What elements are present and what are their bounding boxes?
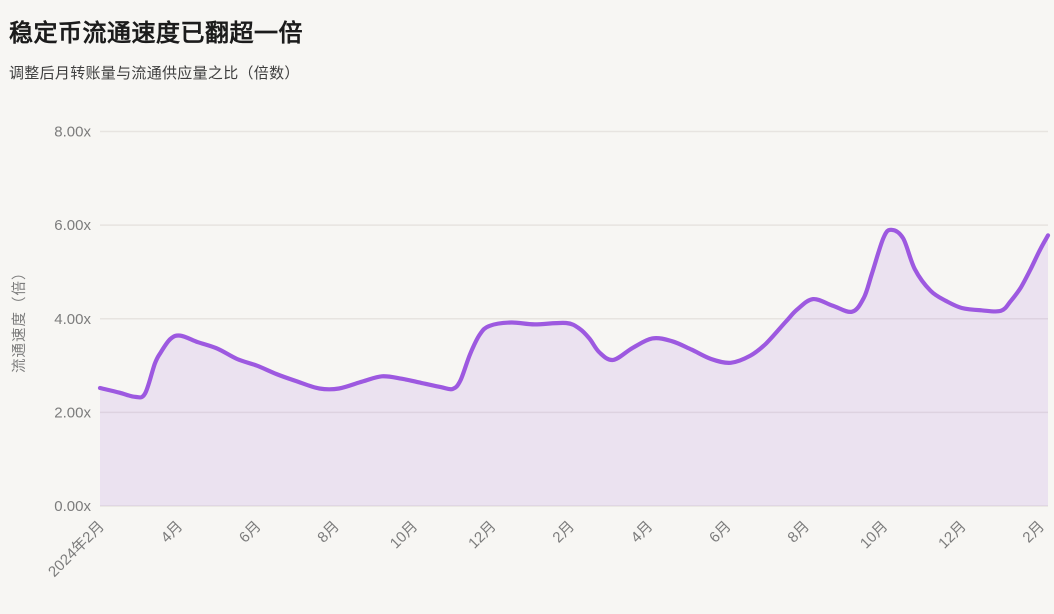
y-tick-label: 4.00x <box>54 311 91 328</box>
velocity-area <box>100 229 1048 506</box>
x-tick-label: 10月 <box>857 518 891 552</box>
x-tick-label: 6月 <box>236 518 265 547</box>
x-tick-label: 10月 <box>387 518 421 552</box>
y-axis-title: 流通速度（倍） <box>11 265 28 374</box>
y-tick-label: 0.00x <box>54 498 91 515</box>
y-tick-label: 8.00x <box>54 124 91 141</box>
x-tick-label: 6月 <box>706 518 735 547</box>
velocity-line <box>97 227 1051 400</box>
x-tick-label: 2月 <box>549 518 578 547</box>
x-tick-label: 2024年2月 <box>45 518 108 581</box>
y-tick-label: 2.00x <box>54 404 91 421</box>
chart-title: 稳定币流通速度已翻超一倍 <box>9 20 303 47</box>
x-tick-label: 2月 <box>1019 518 1048 547</box>
x-tick-label: 12月 <box>465 518 499 552</box>
x-tick-label: 12月 <box>935 518 969 552</box>
chart-subtitle: 调整后月转账量与流通供应量之比（倍数） <box>9 65 300 82</box>
y-tick-label: 6.00x <box>54 217 91 234</box>
x-tick-label: 8月 <box>314 518 343 547</box>
x-tick-label: 4月 <box>628 518 657 547</box>
x-tick-label: 8月 <box>784 518 813 547</box>
x-tick-label: 4月 <box>158 518 187 547</box>
